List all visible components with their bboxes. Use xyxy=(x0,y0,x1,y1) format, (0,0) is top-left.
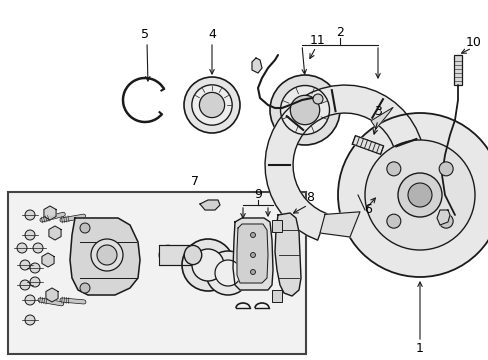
Circle shape xyxy=(205,251,249,295)
Circle shape xyxy=(17,243,27,253)
Text: 8: 8 xyxy=(305,192,313,204)
Circle shape xyxy=(30,277,40,287)
Polygon shape xyxy=(370,107,392,129)
Circle shape xyxy=(280,85,329,135)
Polygon shape xyxy=(200,200,220,210)
Circle shape xyxy=(192,249,224,281)
Circle shape xyxy=(386,162,400,176)
Text: 10: 10 xyxy=(465,36,481,49)
Polygon shape xyxy=(264,85,424,240)
Circle shape xyxy=(386,214,400,228)
Circle shape xyxy=(407,183,431,207)
Circle shape xyxy=(438,214,452,228)
Polygon shape xyxy=(70,218,140,295)
Ellipse shape xyxy=(159,246,176,265)
Polygon shape xyxy=(42,253,54,267)
Polygon shape xyxy=(319,212,359,237)
Circle shape xyxy=(183,77,240,133)
Polygon shape xyxy=(251,58,262,73)
Circle shape xyxy=(191,85,232,125)
Circle shape xyxy=(182,239,234,291)
Bar xyxy=(159,246,193,265)
Bar xyxy=(8,192,305,354)
Text: 9: 9 xyxy=(254,189,262,202)
Circle shape xyxy=(97,245,117,265)
Polygon shape xyxy=(49,226,61,240)
Text: 11: 11 xyxy=(309,33,325,46)
Circle shape xyxy=(25,295,35,305)
Circle shape xyxy=(364,140,474,250)
Polygon shape xyxy=(237,224,267,283)
Bar xyxy=(453,55,461,85)
Circle shape xyxy=(250,252,255,257)
Circle shape xyxy=(25,315,35,325)
Circle shape xyxy=(337,113,488,277)
Bar xyxy=(271,290,282,302)
Polygon shape xyxy=(436,210,449,225)
Circle shape xyxy=(312,94,323,104)
Circle shape xyxy=(25,230,35,240)
Circle shape xyxy=(397,173,441,217)
Circle shape xyxy=(20,280,30,290)
Circle shape xyxy=(250,233,255,238)
Polygon shape xyxy=(352,136,383,154)
Text: 7: 7 xyxy=(191,175,199,189)
Text: 1: 1 xyxy=(415,342,423,355)
Circle shape xyxy=(80,283,90,293)
Circle shape xyxy=(269,75,339,145)
Bar xyxy=(159,246,193,265)
Text: 4: 4 xyxy=(207,28,216,41)
Circle shape xyxy=(290,95,319,125)
Circle shape xyxy=(25,210,35,220)
Circle shape xyxy=(20,260,30,270)
Polygon shape xyxy=(274,213,301,296)
Bar xyxy=(271,220,282,232)
Circle shape xyxy=(80,223,90,233)
Circle shape xyxy=(215,260,241,286)
Ellipse shape xyxy=(184,246,202,265)
Text: 3: 3 xyxy=(373,105,381,118)
Text: 6: 6 xyxy=(364,203,371,216)
Circle shape xyxy=(30,263,40,273)
Circle shape xyxy=(250,270,255,274)
Circle shape xyxy=(91,239,123,271)
Polygon shape xyxy=(44,206,56,220)
Polygon shape xyxy=(232,218,272,290)
Text: 2: 2 xyxy=(335,26,343,39)
Circle shape xyxy=(199,93,224,118)
Circle shape xyxy=(438,162,452,176)
Circle shape xyxy=(33,243,43,253)
Polygon shape xyxy=(46,288,58,302)
Text: 5: 5 xyxy=(141,28,149,41)
